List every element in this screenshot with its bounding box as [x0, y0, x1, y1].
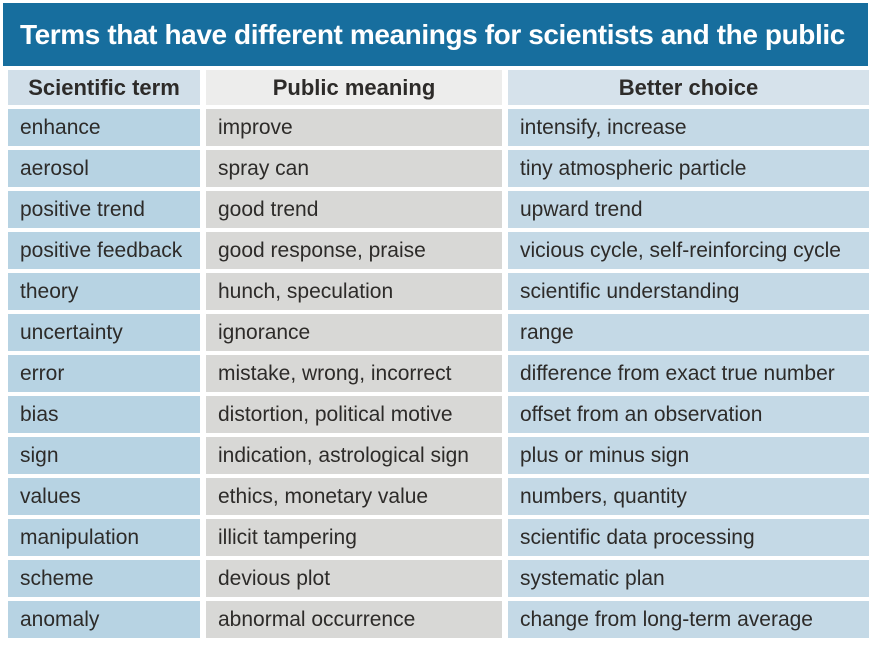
- table-title: Terms that have different meanings for s…: [20, 18, 845, 50]
- cell-better-choice: scientific data processing: [508, 519, 869, 556]
- cell-better-choice: intensify, increase: [508, 109, 869, 146]
- cell-public-meaning: good response, praise: [206, 232, 502, 269]
- cell-scientific-term: sign: [8, 437, 200, 474]
- cell-better-choice: vicious cycle, self-reinforcing cycle: [508, 232, 869, 269]
- cell-scientific-term: theory: [8, 273, 200, 310]
- cell-scientific-term: enhance: [8, 109, 200, 146]
- column-header-better-choice: Better choice: [508, 70, 869, 105]
- cell-better-choice: difference from exact true number: [508, 355, 869, 392]
- cell-better-choice: range: [508, 314, 869, 351]
- cell-scientific-term: aerosol: [8, 150, 200, 187]
- cell-public-meaning: hunch, speculation: [206, 273, 502, 310]
- cell-scientific-term: anomaly: [8, 601, 200, 638]
- cell-better-choice: tiny atmospheric particle: [508, 150, 869, 187]
- cell-scientific-term: values: [8, 478, 200, 515]
- column-header-public-meaning: Public meaning: [206, 70, 502, 105]
- cell-public-meaning: spray can: [206, 150, 502, 187]
- cell-scientific-term: positive feedback: [8, 232, 200, 269]
- cell-scientific-term: uncertainty: [8, 314, 200, 351]
- terms-table: Scientific term Public meaning Better ch…: [0, 70, 876, 638]
- cell-better-choice: plus or minus sign: [508, 437, 869, 474]
- table-title-bar: Terms that have different meanings for s…: [3, 3, 868, 66]
- column-header-scientific-term: Scientific term: [8, 70, 200, 105]
- cell-better-choice: offset from an observation: [508, 396, 869, 433]
- cell-scientific-term: positive trend: [8, 191, 200, 228]
- cell-public-meaning: devious plot: [206, 560, 502, 597]
- cell-better-choice: scientific understanding: [508, 273, 869, 310]
- cell-public-meaning: improve: [206, 109, 502, 146]
- cell-public-meaning: ignorance: [206, 314, 502, 351]
- cell-better-choice: systematic plan: [508, 560, 869, 597]
- cell-better-choice: change from long-term average: [508, 601, 869, 638]
- cell-scientific-term: manipulation: [8, 519, 200, 556]
- cell-public-meaning: mistake, wrong, incorrect: [206, 355, 502, 392]
- cell-public-meaning: indication, astrological sign: [206, 437, 502, 474]
- cell-public-meaning: ethics, monetary value: [206, 478, 502, 515]
- cell-public-meaning: distortion, political motive: [206, 396, 502, 433]
- cell-better-choice: numbers, quantity: [508, 478, 869, 515]
- cell-scientific-term: bias: [8, 396, 200, 433]
- cell-public-meaning: illicit tampering: [206, 519, 502, 556]
- cell-public-meaning: good trend: [206, 191, 502, 228]
- cell-public-meaning: abnormal occurrence: [206, 601, 502, 638]
- cell-scientific-term: error: [8, 355, 200, 392]
- cell-better-choice: upward trend: [508, 191, 869, 228]
- cell-scientific-term: scheme: [8, 560, 200, 597]
